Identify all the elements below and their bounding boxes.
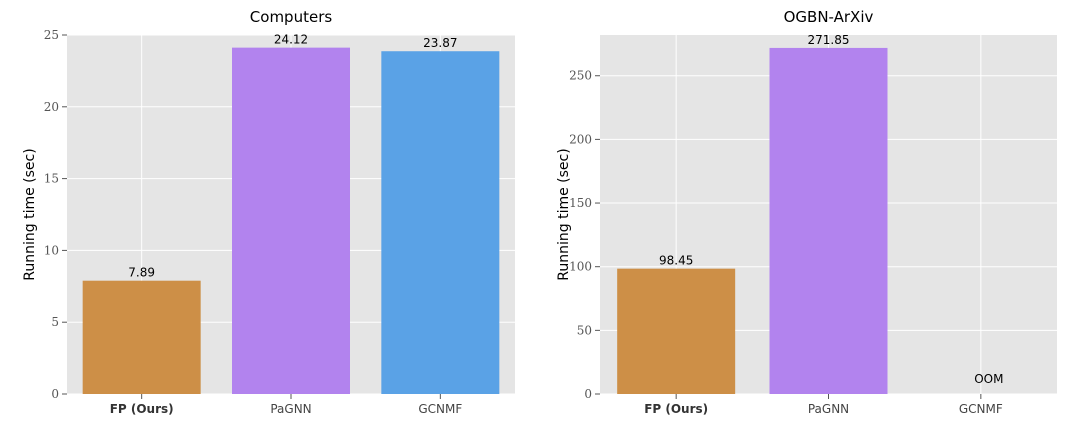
- data-label: 23.87: [423, 36, 457, 50]
- y-tick-label: 5: [51, 315, 59, 329]
- y-tick-label: 15: [44, 172, 59, 186]
- bars: [617, 47, 888, 395]
- x-axis-ticks: FP (Ours) PaGNN GCNMF: [110, 394, 462, 416]
- data-label: 24.12: [274, 33, 308, 47]
- oom-label: OOM: [974, 372, 1003, 386]
- x-tick-label: FP (Ours): [644, 402, 708, 416]
- y-axis-label: Running time (sec): [556, 148, 572, 280]
- data-labels: 98.45 271.85 OOM: [659, 33, 1003, 386]
- y-tick-label: 20: [44, 100, 59, 114]
- y-axis-ticks: 0 50 100 150 200 250: [569, 69, 600, 401]
- y-axis-label: Running time (sec): [22, 148, 38, 280]
- chart-title: Computers: [250, 8, 333, 26]
- y-tick-label: 250: [569, 69, 592, 83]
- y-tick-label: 0: [51, 387, 59, 401]
- chart-ogbn-arxiv: 98.45 271.85 OOM 0 50 100 150 200 250 FP (Ours)…: [556, 8, 1057, 416]
- y-axis-ticks: 0 5 10 15 20 25: [44, 28, 67, 401]
- x-tick-label: GCNMF: [959, 402, 1003, 416]
- chart-title: OGBN-ArXiv: [784, 8, 874, 26]
- bar: [381, 51, 500, 394]
- chart-computers: 7.89 24.12 23.87 0 5 10 15 20 25 FP (Ours) PaGNN…: [22, 8, 515, 416]
- x-tick-label: PaGNN: [808, 402, 849, 416]
- x-axis-ticks: FP (Ours) PaGNN GCNMF: [644, 394, 1003, 416]
- y-tick-label: 25: [44, 28, 59, 42]
- bar: [82, 280, 201, 394]
- x-tick-label: PaGNN: [270, 402, 311, 416]
- data-label: 7.89: [128, 266, 155, 280]
- y-tick-label: 10: [44, 243, 59, 257]
- x-tick-label: GCNMF: [418, 402, 462, 416]
- bar: [617, 268, 736, 394]
- y-tick-label: 100: [569, 260, 592, 274]
- data-label: 98.45: [659, 254, 693, 268]
- y-tick-label: 50: [577, 323, 592, 337]
- y-tick-label: 200: [569, 132, 592, 146]
- bar: [769, 47, 888, 395]
- x-tick-label: FP (Ours): [110, 402, 174, 416]
- data-labels: 7.89 24.12 23.87: [128, 33, 457, 280]
- y-tick-label: 0: [584, 387, 592, 401]
- bars: [82, 47, 500, 394]
- data-label: 271.85: [808, 33, 850, 47]
- y-tick-label: 150: [569, 196, 592, 210]
- bar: [232, 47, 350, 394]
